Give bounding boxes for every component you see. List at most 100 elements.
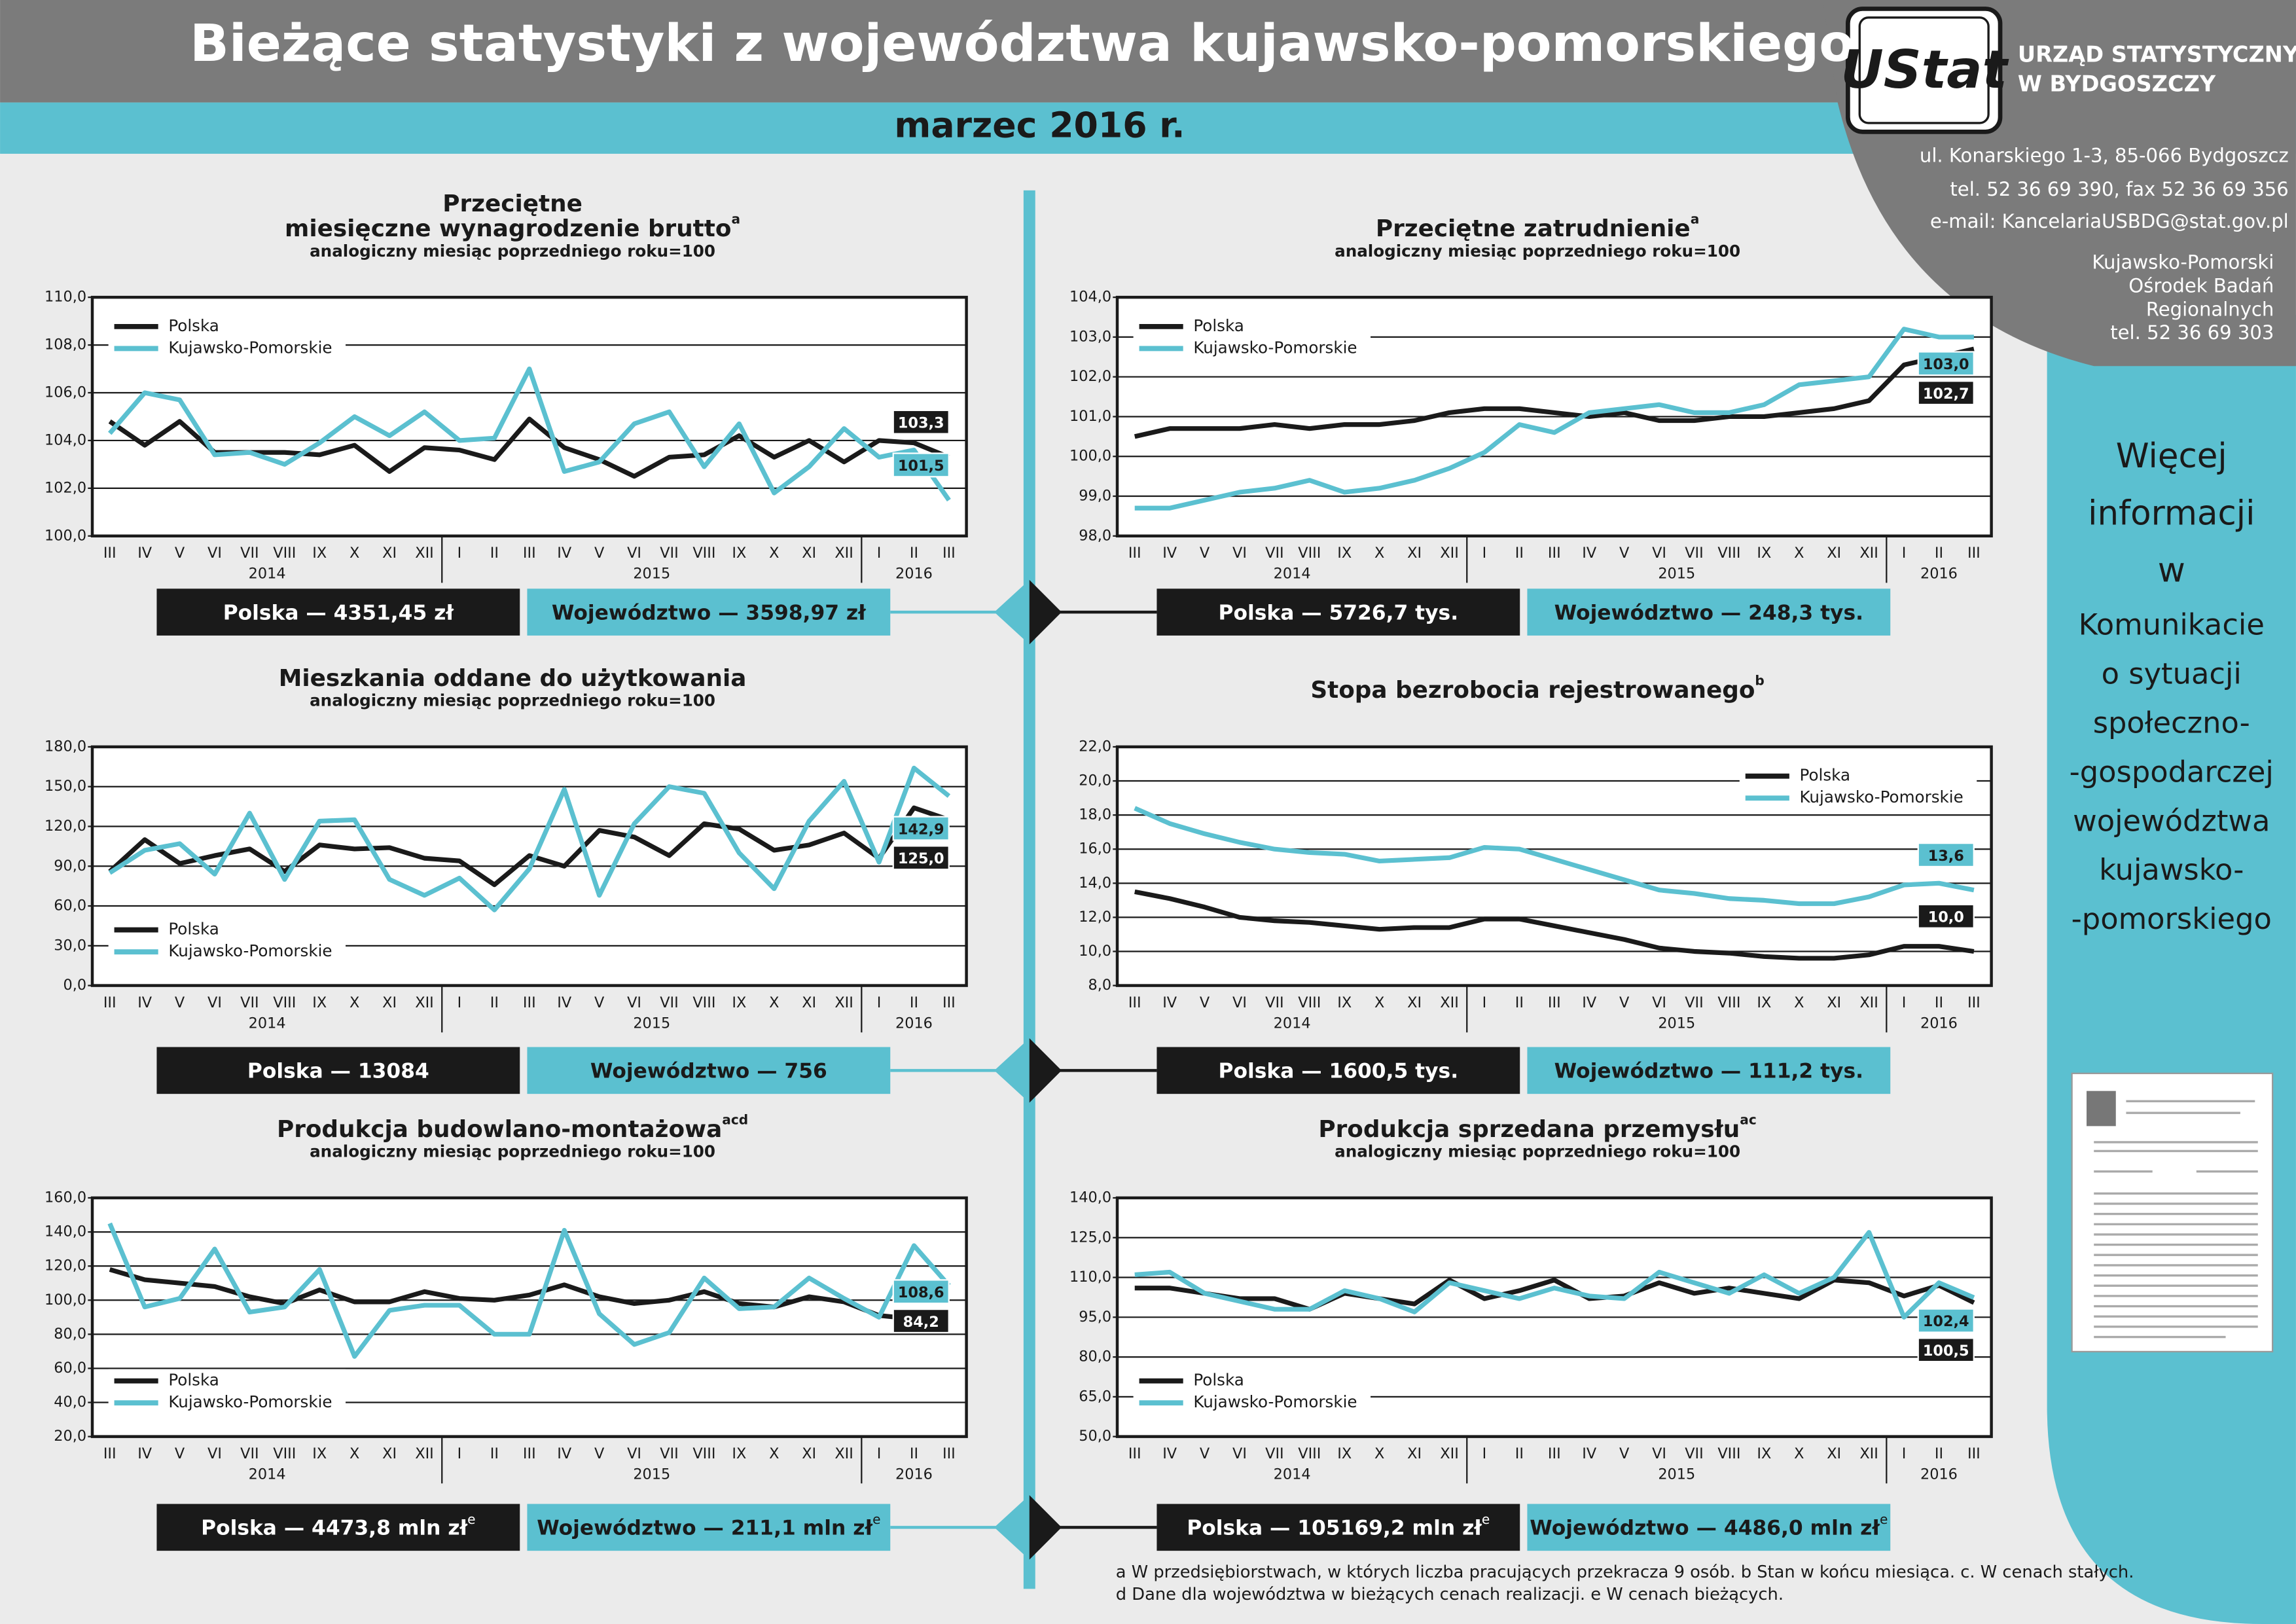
- sidebar-text: -pomorskiego: [2072, 901, 2272, 936]
- x-tick-label: III: [523, 545, 536, 562]
- year-label: 2016: [1920, 565, 1958, 582]
- x-tick-label: III: [942, 1445, 956, 1462]
- x-tick-label: IX: [732, 1445, 746, 1462]
- value-label: 125,0: [898, 850, 944, 867]
- summary-value: Województwo — 756: [590, 1060, 827, 1083]
- value-label: 103,0: [1923, 356, 1969, 373]
- chart-title-note: b: [1755, 672, 1764, 688]
- x-tick-label: XI: [1827, 994, 1841, 1011]
- x-tick-label: VII: [1685, 994, 1703, 1011]
- legend-label: Kujawsko-Pomorskie: [168, 1392, 332, 1411]
- chart-title-note: a: [1691, 211, 1700, 226]
- x-tick-label: XII: [1440, 545, 1459, 562]
- value-label-box: [1917, 842, 1975, 868]
- summary-text: Polska — 105169,2 mln złe: [1187, 1511, 1490, 1540]
- institution: URZĄD STATYSTYCZNY: [2018, 42, 2296, 67]
- value-label-box: [1917, 1308, 1975, 1333]
- y-tick-label: 140,0: [1069, 1189, 1111, 1206]
- x-tick-label: III: [103, 545, 117, 562]
- legend-label: Polska: [1800, 766, 1851, 785]
- x-tick-label: VIII: [1717, 545, 1740, 562]
- summary-value: Polska — 105169,2 mln zł: [1187, 1517, 1482, 1540]
- x-tick-label: V: [175, 545, 185, 562]
- legend-label: Polska: [1193, 1371, 1244, 1390]
- summary-value: Województwo — 111,2 tys.: [1554, 1060, 1863, 1083]
- data-line: [1134, 1230, 1975, 1320]
- x-tick-label: V: [1200, 1445, 1210, 1462]
- x-tick-label: VII: [660, 994, 678, 1011]
- y-tick-label: 60,0: [54, 1360, 86, 1377]
- chart-title: miesięczne wynagrodzenie bruttoa: [285, 211, 740, 242]
- x-tick-label: IV: [1162, 545, 1177, 562]
- summary-box: [1527, 1504, 1891, 1551]
- y-tick-label: 20,0: [54, 1428, 86, 1445]
- x-tick-label: IV: [1582, 1445, 1597, 1462]
- x-tick-label: IV: [557, 1445, 572, 1462]
- data-line: [107, 1222, 951, 1359]
- plot-frame: [90, 745, 968, 987]
- x-tick-label: II: [490, 1445, 499, 1462]
- year-label: 2016: [1920, 1466, 1958, 1483]
- page-title: Bieżące statystyki z województwa kujawsk…: [190, 14, 1854, 73]
- x-tick-label: IV: [557, 545, 572, 562]
- chart: Produkcja budowlano-montażowaacdanalogic…: [45, 1111, 968, 1551]
- x-tick-label: VI: [1232, 994, 1247, 1011]
- x-tick-label: VIII: [1717, 1445, 1740, 1462]
- summary-text: Województwo — 111,2 tys.: [1554, 1060, 1863, 1083]
- institution: W BYDGOSZCZY: [2018, 71, 2216, 96]
- y-tick-label: 120,0: [45, 1257, 86, 1274]
- summary-box: [527, 1504, 891, 1551]
- summary-note: e: [467, 1511, 475, 1527]
- x-tick-label: XII: [1440, 994, 1459, 1011]
- data-line: [1134, 1278, 1975, 1312]
- legend-label: Kujawsko-Pomorskie: [1193, 338, 1357, 357]
- summary-text: Województwo — 3598,97 zł: [552, 601, 867, 624]
- chart-title-text: Stopa bezrobocia rejestrowanego: [1310, 677, 1755, 704]
- summary-box: [156, 1504, 520, 1551]
- year-label: 2015: [1658, 1015, 1695, 1032]
- x-tick-label: X: [350, 1445, 359, 1462]
- y-tick-label: 100,0: [45, 1291, 86, 1308]
- x-tick-label: II: [490, 545, 499, 562]
- x-tick-label: IV: [1162, 1445, 1177, 1462]
- x-tick-label: VII: [1265, 994, 1283, 1011]
- x-tick-label: VII: [660, 1445, 678, 1462]
- x-tick-label: VII: [240, 1445, 259, 1462]
- address: tel. 52 36 69 390, fax 52 36 69 356: [1950, 178, 2288, 200]
- x-tick-label: XI: [1407, 545, 1422, 562]
- y-tick-label: 104,0: [1069, 289, 1111, 306]
- x-tick-label: II: [910, 545, 918, 562]
- value-label-box: [1917, 1337, 1975, 1363]
- x-tick-label: II: [1515, 1445, 1524, 1462]
- y-tick-label: 120,0: [45, 818, 86, 835]
- x-tick-label: I: [1902, 994, 1907, 1011]
- chart-title-text: Mieszkania oddane do użytkowania: [279, 665, 747, 692]
- plot-frame: [1115, 295, 1993, 538]
- y-tick-label: 98,0: [1079, 527, 1111, 544]
- address: ul. Konarskiego 1-3, 85-066 Bydgoszcz: [1920, 144, 2289, 166]
- address: e-mail: KancelariaUSBDG@stat.gov.pl: [1930, 210, 2289, 232]
- x-tick-label: IV: [137, 994, 152, 1011]
- y-tick-label: 103,0: [1069, 328, 1111, 345]
- x-tick-label: XII: [415, 545, 434, 562]
- chart-title: Mieszkania oddane do użytkowania: [279, 665, 747, 692]
- y-tick-label: 180,0: [45, 738, 86, 755]
- x-tick-label: III: [1548, 1445, 1561, 1462]
- chart: Produkcja sprzedana przemysłuacanalogicz…: [1069, 1111, 1993, 1551]
- y-tick-label: 101,0: [1069, 408, 1111, 425]
- year-label: 2016: [895, 565, 933, 582]
- x-tick-label: I: [457, 1445, 462, 1462]
- summary-value: Województwo — 211,1 mln zł: [537, 1517, 873, 1540]
- x-tick-label: I: [457, 545, 462, 562]
- chart-subtitle: analogiczny miesiąc poprzedniego roku=10…: [1335, 242, 1740, 261]
- year-label: 2015: [1658, 565, 1695, 582]
- legend-label: Polska: [1193, 316, 1244, 335]
- summary-box: [1157, 588, 1520, 636]
- x-tick-label: IX: [1757, 545, 1771, 562]
- value-label: 102,4: [1923, 1313, 1969, 1330]
- y-tick-label: 106,0: [45, 384, 86, 401]
- x-tick-label: XII: [415, 994, 434, 1011]
- year-label: 2014: [1274, 565, 1311, 582]
- plot-frame: [90, 1196, 968, 1438]
- x-tick-label: V: [175, 994, 185, 1011]
